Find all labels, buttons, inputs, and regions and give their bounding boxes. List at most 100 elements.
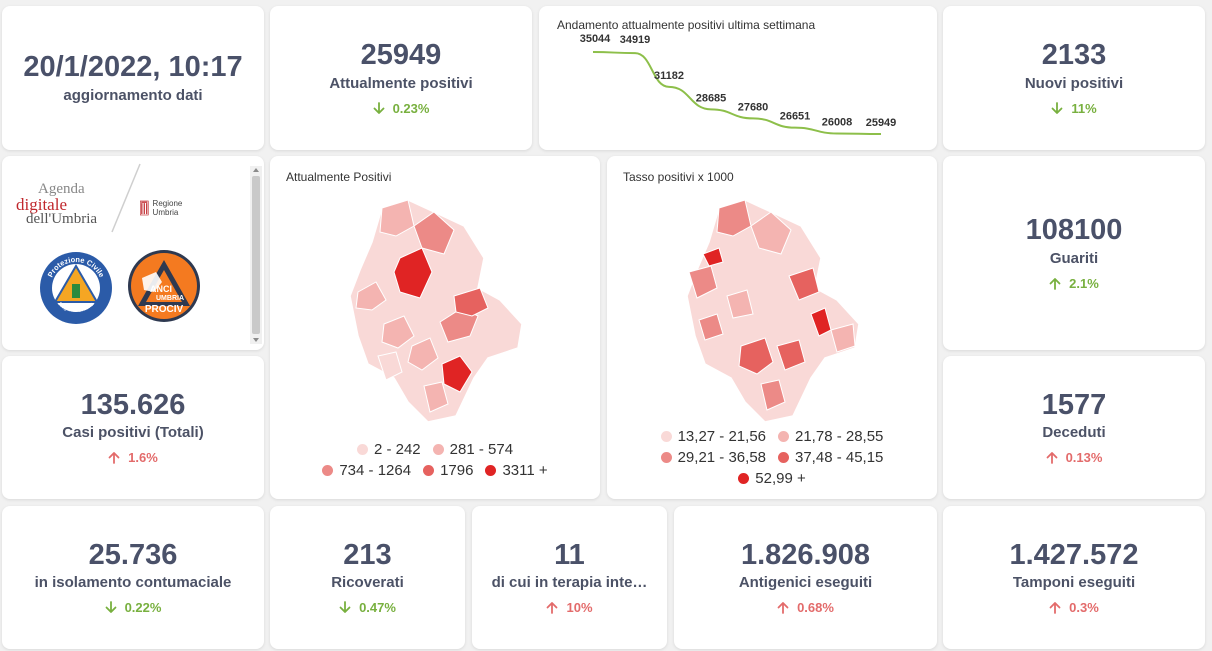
trend-card: Andamento attualmente positivi ultima se… — [539, 6, 937, 150]
map1-title: Attualmente Positivi — [286, 170, 392, 184]
map2-title: Tasso positivi x 1000 — [623, 170, 734, 184]
legend-dot — [778, 431, 789, 442]
terapia-label: di cui in terapia inte… — [491, 574, 648, 592]
nuovi-value: 2133 — [1041, 39, 1107, 72]
update-card: 20/1/2022, 10:17 aggiornamento dati — [2, 6, 264, 150]
regione-umbria-emblem-icon — [140, 200, 149, 216]
map-attualmente-positivi-card: Attualmente Positivi 2 - 242 281 - 574 7… — [270, 156, 600, 499]
map2-legend-item[interactable]: 29,21 - 36,58 — [660, 447, 766, 468]
nuovi-card: 2133 Nuovi positivi 11% — [943, 6, 1205, 150]
scroll-down-icon[interactable] — [252, 336, 260, 344]
guariti-card: 108100 Guariti 2.1% — [943, 156, 1205, 350]
legend-label: 29,21 - 36,58 — [677, 449, 766, 466]
totali-label: Casi positivi (Totali) — [62, 424, 204, 442]
legend-label: 3311 + — [502, 462, 548, 479]
positivi-change-value: 0.23% — [392, 100, 430, 116]
anci-text: ANCI — [150, 284, 172, 294]
tamponi-change: 0.3% — [1049, 600, 1099, 615]
logos-scrollbar[interactable] — [250, 166, 262, 344]
guariti-change-value: 2.1% — [1069, 275, 1099, 291]
anci-umbria-text: UMBRIA — [156, 295, 184, 302]
arrow-down-icon — [339, 601, 351, 614]
deceduti-value: 1577 — [1041, 388, 1107, 421]
ricoverati-label: Ricoverati — [331, 574, 404, 592]
positivi-value: 25949 — [360, 39, 442, 72]
regione-umbria-logo: Regione Umbria — [140, 196, 188, 220]
map2-legend-item[interactable]: 52,99 + — [738, 468, 806, 489]
logos-card: Agenda digitale dell'Umbria Regione Umbr… — [2, 156, 264, 350]
guariti-change: 2.1% — [1049, 276, 1099, 291]
isolamento-card: 25.736 in isolamento contumaciale 0.22% — [2, 506, 264, 649]
map1-legend-item[interactable]: 734 - 1264 — [322, 460, 411, 481]
trend-line — [592, 51, 882, 135]
map2-legend-item[interactable]: 37,48 - 45,15 — [778, 447, 883, 468]
trend-point-label: 26008 — [822, 116, 853, 128]
ricoverati-card: 213 Ricoverati 0.47% — [270, 506, 465, 649]
umbria-map-positivi[interactable] — [344, 196, 534, 426]
map2-legend-item[interactable]: 21,78 - 28,55 — [778, 426, 883, 447]
trend-point-label: 31182 — [654, 70, 684, 82]
isolamento-label: in isolamento contumaciale — [34, 574, 232, 592]
protezione-civile-logo: Protezione Civile Regione Umbria — [40, 252, 112, 324]
terapia-card: 11 di cui in terapia inte… 10% — [472, 506, 667, 649]
nuovi-change-value: 11% — [1071, 100, 1097, 116]
legend-dot — [660, 452, 672, 463]
agenda-logo-line2: digitale — [16, 195, 67, 214]
legend-dot — [432, 444, 444, 455]
agenda-logo-line1: Agenda — [38, 181, 85, 197]
map1-legend-item[interactable]: 1796 — [423, 460, 473, 481]
arrow-up-icon — [108, 452, 120, 465]
arrow-up-icon — [1046, 452, 1057, 465]
isolamento-change: 0.22% — [105, 600, 161, 615]
deceduti-change-value: 0.13% — [1065, 450, 1103, 466]
deceduti-change: 0.13% — [1046, 450, 1103, 466]
tamponi-value: 1.427.572 — [1009, 538, 1139, 571]
legend-label: 37,48 - 45,15 — [795, 449, 884, 466]
map2-legend-item[interactable]: 13,27 - 21,56 — [660, 426, 766, 447]
map1-legend-item[interactable]: 2 - 242 — [356, 439, 421, 460]
antigenici-label: Antigenici eseguiti — [738, 574, 873, 592]
legend-dot — [322, 465, 334, 476]
guariti-label: Guariti — [1049, 249, 1099, 267]
positivi-label: Attualmente positivi — [329, 74, 473, 92]
update-label: aggiornamento dati — [63, 86, 203, 104]
deceduti-card: 1577 Deceduti 0.13% — [943, 356, 1205, 499]
arrow-down-icon — [105, 601, 116, 614]
antigenici-change-value: 0.68% — [797, 600, 834, 616]
trend-point-label: 34919 — [620, 34, 651, 46]
antigenici-card: 1.826.908 Antigenici eseguiti 0.68% — [674, 506, 937, 649]
map1-legend-item[interactable]: 281 - 574 — [432, 439, 513, 460]
map1-legend: 2 - 242 281 - 574 734 - 1264 1796 3311 + — [270, 439, 600, 481]
anci-umbria-prociv-logo: ANCI UMBRIA PROCIV — [128, 250, 200, 322]
trend-point-label: 28685 — [696, 92, 727, 104]
ricoverati-value: 213 — [343, 538, 392, 571]
terapia-change: 10% — [546, 600, 593, 616]
positivi-card: 25949 Attualmente positivi 0.23% — [270, 6, 532, 150]
trend-title: Andamento attualmente positivi ultima se… — [557, 18, 816, 32]
arrow-up-icon — [547, 602, 558, 615]
ricoverati-change: 0.47% — [339, 600, 396, 615]
antigenici-change: 0.68% — [777, 600, 834, 615]
terapia-change-value: 10% — [566, 600, 593, 616]
trend-sparkline: 35044 34919 31182 28685 27680 26651 26008 25949 — [580, 33, 896, 135]
scrollbar-thumb[interactable] — [252, 176, 260, 334]
tamponi-change-value: 0.3% — [1069, 600, 1099, 616]
legend-dot — [423, 465, 435, 476]
guariti-value: 108100 — [1025, 214, 1123, 247]
agenda-logo-line3: dell'Umbria — [26, 211, 98, 227]
legend-dot — [660, 431, 672, 442]
tamponi-label: Tamponi eseguiti — [1012, 574, 1136, 592]
map-tasso-positivi-card: Tasso positivi x 1000 13,27 - 21,56 21,7… — [607, 156, 937, 499]
umbria-map-tasso[interactable] — [681, 196, 871, 426]
regione-umbria-text: Regione Umbria — [152, 199, 183, 217]
nuovi-label: Nuovi positivi — [1024, 74, 1124, 92]
legend-label: 734 - 1264 — [339, 462, 412, 479]
map1-legend-item[interactable]: 3311 + — [485, 460, 548, 481]
legend-label: 52,99 + — [755, 470, 806, 487]
legend-dot — [356, 444, 368, 455]
legend-dot — [738, 473, 750, 484]
totali-card: 135.626 Casi positivi (Totali) 1.6% — [2, 356, 264, 499]
divider-line — [111, 163, 141, 233]
totali-change: 1.6% — [108, 450, 158, 465]
scroll-up-icon[interactable] — [252, 166, 260, 174]
